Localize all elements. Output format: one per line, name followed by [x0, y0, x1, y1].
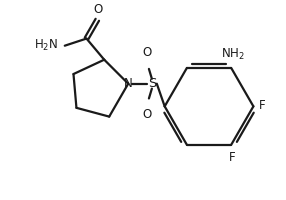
Text: H$_2$N: H$_2$N [34, 38, 58, 53]
Text: NH$_2$: NH$_2$ [221, 47, 245, 62]
Text: N: N [124, 77, 133, 90]
Text: F: F [229, 151, 235, 164]
Text: S: S [148, 77, 156, 90]
Text: O: O [94, 3, 103, 16]
Text: O: O [142, 108, 152, 121]
Text: F: F [259, 99, 266, 112]
Text: O: O [142, 46, 152, 59]
